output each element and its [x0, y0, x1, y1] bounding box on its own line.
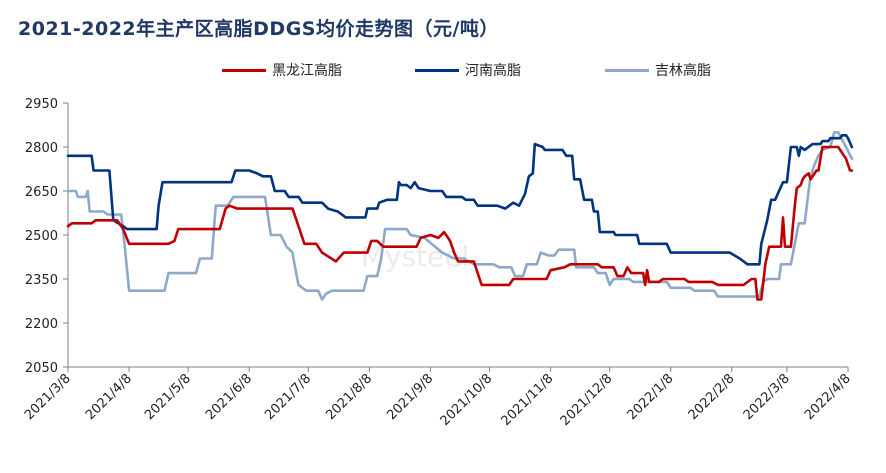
- series-line-1: [66, 134, 854, 266]
- x-tick-label: 2021/9/8: [384, 371, 436, 423]
- x-tick-label: 2021/4/8: [83, 371, 135, 423]
- x-tick-label: 2022/4/8: [802, 371, 854, 423]
- x-tick-label: 2021/12/8: [558, 371, 616, 429]
- x-tick-label: 2021/5/8: [142, 371, 194, 423]
- series-layer: [66, 131, 854, 301]
- x-tick-label: 2021/3/8: [22, 371, 74, 423]
- x-tick-label: 2022/3/8: [741, 371, 793, 423]
- x-tick-label: 2021/6/8: [203, 371, 255, 423]
- legend-swatch-jilin: [605, 68, 649, 72]
- series-line-2: [66, 131, 854, 301]
- legend-item-heilongjiang: 黑龙江高脂: [222, 60, 342, 80]
- legend-label-heilongjiang: 黑龙江高脂: [272, 63, 342, 79]
- x-tick-label: 2022/1/8: [625, 371, 677, 423]
- y-tick-label: 2800: [25, 141, 58, 156]
- axes: [63, 102, 849, 372]
- x-tick-label: 2021/7/8: [262, 371, 314, 423]
- y-tick-label: 2650: [25, 185, 58, 200]
- y-tick-label: 2350: [25, 273, 58, 288]
- legend-label-jilin: 吉林高脂: [655, 63, 711, 79]
- legend-item-henan: 河南高脂: [415, 60, 521, 80]
- chart-legend: 黑龙江高脂 河南高脂 吉林高脂: [0, 60, 886, 80]
- legend-swatch-heilongjiang: [222, 68, 266, 72]
- chart-title: 2021-2022年主产区高脂DDGS均价走势图（元/吨）: [18, 18, 499, 40]
- legend-swatch-henan: [415, 68, 459, 72]
- x-tick-label: 2021/11/8: [499, 371, 557, 429]
- x-tick-label: 2021/8/8: [323, 371, 375, 423]
- y-tick-label: 2200: [25, 317, 58, 332]
- y-tick-label: 2950: [25, 97, 58, 112]
- x-tick-label: 2021/10/8: [438, 371, 496, 429]
- x-tick-label: 2022/2/8: [686, 371, 738, 423]
- series-line-0: [66, 145, 854, 301]
- legend-item-jilin: 吉林高脂: [605, 60, 711, 80]
- legend-label-henan: 河南高脂: [465, 63, 521, 79]
- y-tick-label: 2500: [25, 229, 58, 244]
- y-tick-label: 2050: [25, 361, 58, 376]
